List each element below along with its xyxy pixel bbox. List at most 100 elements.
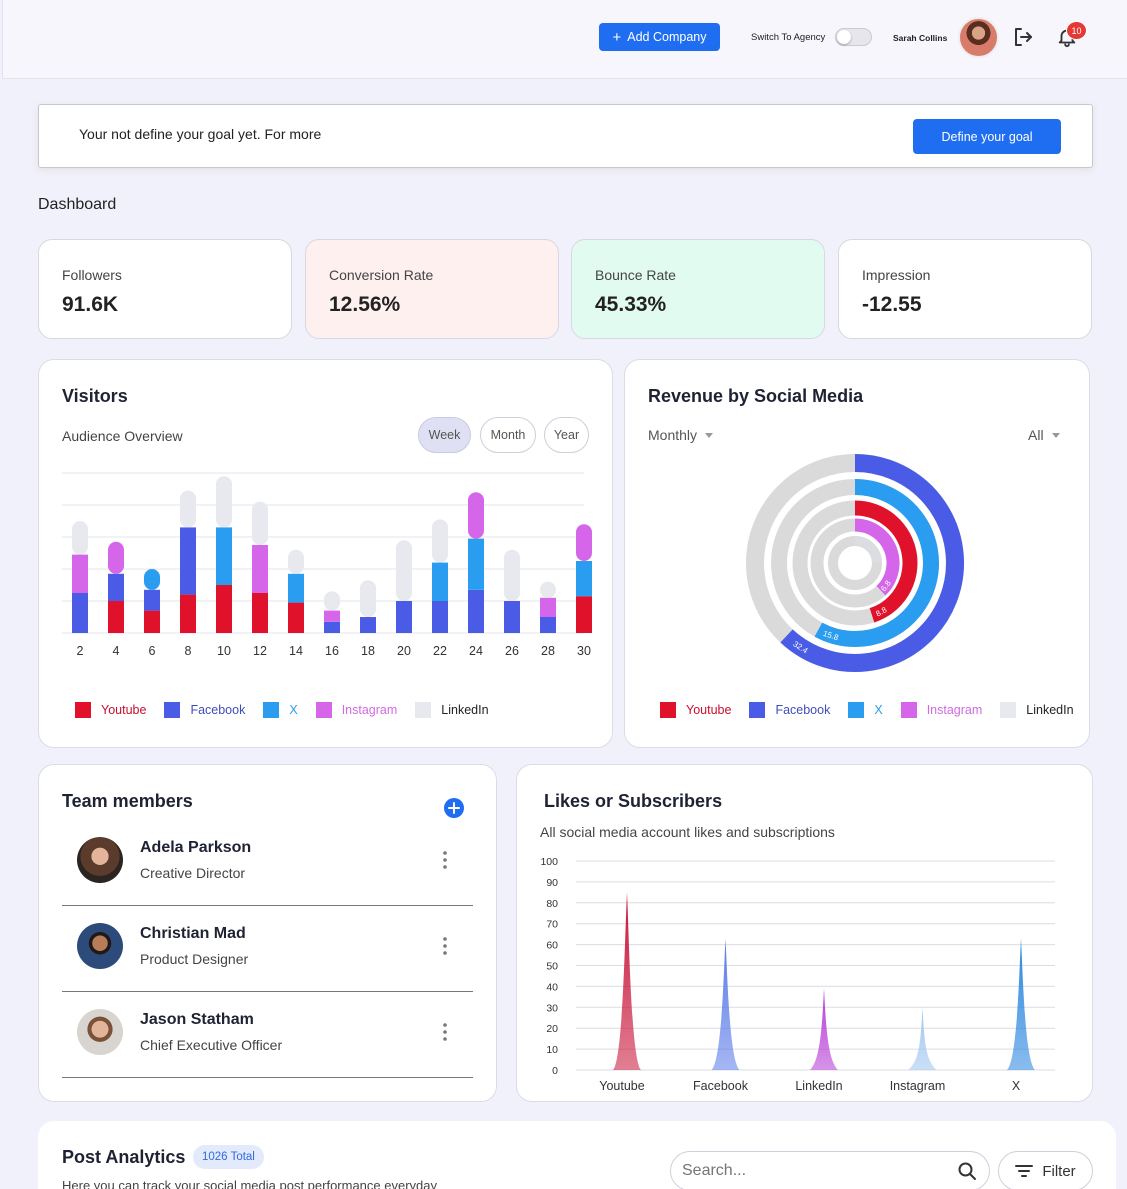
bar-segment[interactable] [216,476,232,528]
bar-segment[interactable] [144,610,160,633]
bar-segment[interactable] [252,545,268,593]
legend-item[interactable]: LinkedIn [415,702,489,718]
bar-segment[interactable] [108,601,124,633]
area-peak[interactable] [810,988,838,1070]
legend-swatch [75,702,91,718]
post-analytics-title: Post Analytics [62,1147,186,1167]
x-tick-label: 24 [469,644,483,658]
ring-arc[interactable] [814,479,939,647]
bar-segment[interactable] [360,617,376,633]
bar-segment[interactable] [576,596,592,633]
area-peak[interactable] [613,892,641,1070]
bar-segment[interactable] [468,589,484,633]
area-peak[interactable] [908,1007,937,1070]
bar-segment[interactable] [72,554,88,593]
bar-segment[interactable] [144,569,160,590]
team-member-row[interactable]: Christian Mad Product Designer [62,906,473,992]
stat-value: 45.33% [595,293,667,316]
bar-segment[interactable] [396,540,412,601]
bar-segment[interactable] [72,521,88,555]
filter-button[interactable]: Filter [998,1151,1093,1189]
y-tick-label: 40 [546,981,558,993]
legend-item[interactable]: X [263,702,298,718]
bar-segment[interactable] [468,492,484,539]
bar-segment[interactable] [288,602,304,633]
likes-card: Likes or Subscribers All social media ac… [516,764,1093,1102]
legend-item[interactable]: Facebook [164,702,245,718]
bar-segment[interactable] [324,591,340,611]
bar-segment[interactable] [576,524,592,561]
area-peak[interactable] [711,938,740,1070]
legend-item[interactable]: X [848,702,883,718]
bar-segment[interactable] [540,597,556,617]
area-peak[interactable] [1007,938,1035,1070]
x-tick-label: 16 [325,644,339,658]
period-week-button[interactable]: Week [418,417,471,453]
revenue-filter-dropdown[interactable]: All [1028,427,1060,443]
period-month-button[interactable]: Month [480,417,536,453]
bar-segment[interactable] [324,621,340,633]
legend-swatch [164,702,181,718]
logout-icon[interactable] [1011,25,1035,49]
bar-segment[interactable] [360,580,376,617]
legend-label: X [289,703,298,717]
legend-item[interactable]: Instagram [315,702,397,718]
search-input[interactable] [670,1151,990,1189]
legend-item[interactable]: Youtube [75,702,146,718]
ring-arc[interactable] [854,500,918,623]
bar-segment[interactable] [432,519,448,563]
switch-agency-toggle[interactable] [835,28,872,46]
bar-segment[interactable] [540,581,556,598]
bar-segment[interactable] [432,562,448,601]
add-company-button[interactable]: + Add Company [599,23,720,51]
bar-segment[interactable] [324,610,340,622]
bar-segment[interactable] [216,585,232,633]
stat-card-impression: Impression -12.55 [838,239,1092,339]
bar-segment[interactable] [504,549,520,601]
team-member-row[interactable]: Adela Parkson Creative Director [62,820,473,906]
legend-item[interactable]: Instagram [900,702,982,718]
bar-segment[interactable] [540,617,556,633]
user-avatar[interactable] [958,17,999,58]
x-tick-label: 22 [433,644,447,658]
team-member-row[interactable]: Jason Statham Chief Executive Officer [62,992,473,1078]
bar-segment[interactable] [72,593,88,633]
post-analytics-subtitle: Here you can track your social media pos… [62,1178,438,1189]
search-icon[interactable] [957,1161,977,1181]
bar-segment[interactable] [180,594,196,633]
more-options-icon[interactable] [442,850,448,870]
ring-arc[interactable] [854,518,900,596]
bar-segment[interactable] [504,601,520,633]
stat-card-followers: Followers 91.6K [38,239,292,339]
bar-segment[interactable] [108,573,124,601]
bar-segment[interactable] [252,501,268,545]
more-options-icon[interactable] [442,936,448,956]
revenue-legend: Youtube Facebook X Instagram LinkedIn [660,702,1092,718]
add-company-label: Add Company [627,30,707,44]
bar-segment[interactable] [396,601,412,633]
page-title: Dashboard [38,196,117,213]
revenue-period-dropdown[interactable]: Monthly [648,427,714,443]
bar-segment[interactable] [180,527,196,595]
bar-segment[interactable] [432,601,448,633]
bar-segment[interactable] [288,573,304,603]
legend-item[interactable]: Youtube [660,702,731,718]
bar-segment[interactable] [180,490,196,528]
bar-segment[interactable] [252,593,268,633]
more-options-icon[interactable] [442,1022,448,1042]
bar-segment[interactable] [576,561,592,597]
visitors-bar-chart: 2 4 6 8 10 12 14 16 18 20 22 24 26 28 30 [62,472,592,658]
period-year-button[interactable]: Year [544,417,589,453]
ring-arc[interactable] [780,454,964,672]
member-role: Product Designer [140,951,249,967]
add-member-icon[interactable] [443,797,465,819]
define-goal-button[interactable]: Define your goal [913,119,1061,154]
bar-segment[interactable] [468,538,484,590]
legend-item[interactable]: Facebook [749,702,830,718]
bar-segment[interactable] [288,549,304,574]
legend-item[interactable]: LinkedIn [1000,702,1074,718]
bar-segment[interactable] [108,541,124,574]
ring-arc[interactable] [854,536,882,564]
bar-segment[interactable] [216,527,232,585]
bar-segment[interactable] [144,589,160,611]
